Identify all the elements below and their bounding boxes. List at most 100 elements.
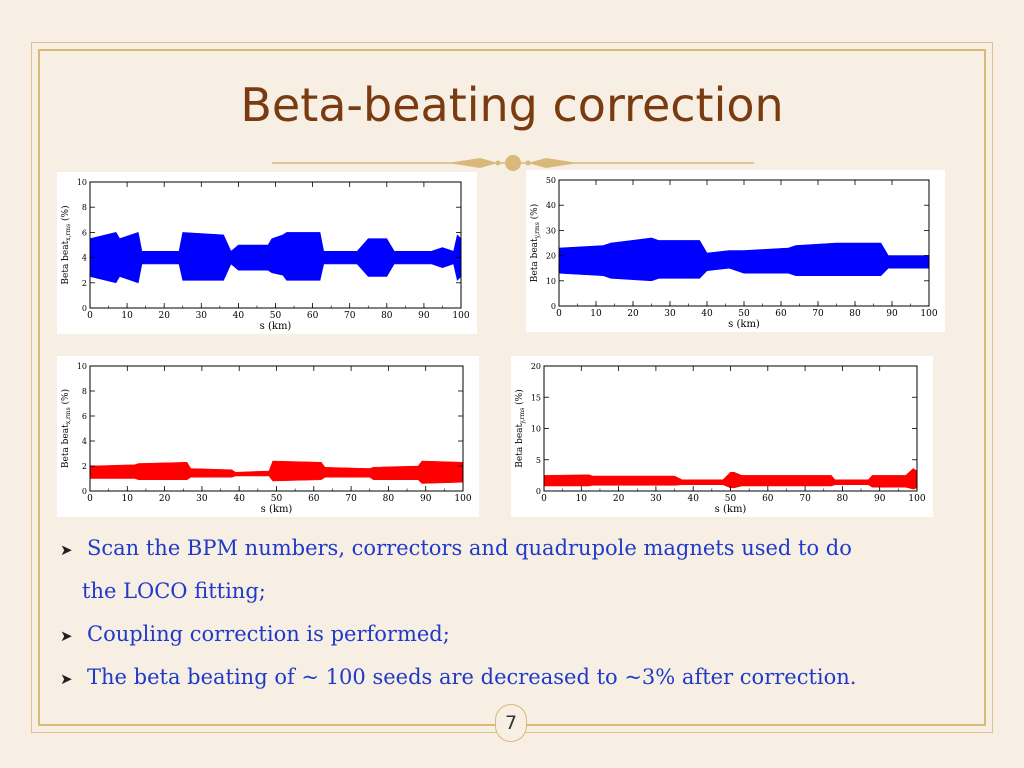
x-axis-label: s (km) xyxy=(715,504,747,515)
y-tick-label: 10 xyxy=(546,277,556,286)
y-tick-label: 40 xyxy=(546,201,556,210)
y-axis-label-main: Beta beat xyxy=(530,238,540,282)
y-tick-label: 50 xyxy=(546,176,556,185)
x-tick-label: 50 xyxy=(270,311,282,321)
y-axis-label-subscript: y,rms xyxy=(519,408,526,425)
bullet-text: the LOCO fitting; xyxy=(82,579,266,603)
y-axis-label: Beta beatx,rms (%) xyxy=(60,205,72,284)
x-tick-label: 20 xyxy=(159,494,171,504)
x-tick-label: 10 xyxy=(576,494,588,504)
x-tick-label: 10 xyxy=(122,494,134,504)
arrow-bullet-icon: ➤ xyxy=(60,541,73,559)
y-axis-label: Beta beaty,rms (%) xyxy=(529,204,541,282)
chart-y-after: 0 10 20 30 40 50 60 70 80 90 100 0 5 10 15 20 s (km) Beta… xyxy=(514,362,926,515)
x-tick-label: 50 xyxy=(271,494,283,504)
x-tick-label: 50 xyxy=(725,494,737,504)
x-tick-label: 40 xyxy=(701,309,713,319)
x-tick-label: 0 xyxy=(541,494,547,504)
y-tick-label: 10 xyxy=(77,178,87,187)
x-tick-label: 40 xyxy=(233,494,245,504)
y-tick-label: 0 xyxy=(82,304,87,313)
y-tick-label: 30 xyxy=(546,226,556,235)
x-tick-label: 0 xyxy=(87,494,93,504)
title-ornament-divider xyxy=(272,155,754,171)
chart-panel-x-after: 0 10 20 30 40 50 60 70 80 90 100 0 2 4 6 8 10 s (km) Beta … xyxy=(57,356,479,517)
chart-panel-y-after: 0 10 20 30 40 50 60 70 80 90 100 0 5 10 15 20 s (km) Beta… xyxy=(511,356,933,517)
x-tick-label: 90 xyxy=(874,494,886,504)
x-tick-label: 10 xyxy=(121,311,133,321)
y-tick-label: 6 xyxy=(82,228,87,237)
x-tick-label: 0 xyxy=(556,309,562,319)
x-tick-label: 90 xyxy=(886,309,898,319)
chart-x-before: 0 10 20 30 40 50 60 70 80 90 100 0 2 4 6 8 10 s (km) Beta … xyxy=(60,178,470,332)
arrow-bullet-icon: ➤ xyxy=(60,670,73,688)
x-axis-label: s (km) xyxy=(260,321,292,332)
y-axis-label: Beta beaty,rms (%) xyxy=(514,389,526,467)
y-axis-label-main: Beta beat xyxy=(61,424,71,468)
y-tick-label: 10 xyxy=(531,425,541,434)
chart-x-after: 0 10 20 30 40 50 60 70 80 90 100 0 2 4 6 8 10 s (km) Beta … xyxy=(60,362,472,515)
x-tick-label: 70 xyxy=(799,494,811,504)
x-tick-label: 80 xyxy=(849,309,861,319)
y-axis-label-subscript: y,rms xyxy=(534,222,541,239)
y-axis-label-unit: (%) xyxy=(60,205,71,223)
x-tick-label: 70 xyxy=(812,309,824,319)
x-tick-label: 100 xyxy=(454,494,471,504)
chart-panel-x-before: 0 10 20 30 40 50 60 70 80 90 100 0 2 4 6 8 10 s (km) Beta … xyxy=(57,172,477,334)
x-tick-label: 90 xyxy=(420,494,432,504)
y-tick-label: 2 xyxy=(82,462,87,471)
x-tick-label: 20 xyxy=(158,311,170,321)
bullet-text: The beta beating of ~ 100 seeds are decr… xyxy=(87,665,857,689)
x-tick-label: 90 xyxy=(418,311,430,321)
x-tick-label: 30 xyxy=(650,494,662,504)
data-series-band xyxy=(558,237,930,282)
x-tick-label: 100 xyxy=(920,309,937,319)
x-tick-label: 100 xyxy=(908,494,925,504)
bullet-text: Scan the BPM numbers, correctors and qua… xyxy=(87,536,852,560)
y-axis-label-main: Beta beat xyxy=(515,423,525,467)
y-tick-label: 0 xyxy=(536,487,541,496)
y-tick-label: 5 xyxy=(536,456,541,465)
arrow-bullet-icon: ➤ xyxy=(60,627,73,645)
data-series-band xyxy=(89,232,462,284)
x-tick-label: 20 xyxy=(613,494,625,504)
x-tick-label: 30 xyxy=(196,311,208,321)
page-number: 7 xyxy=(495,704,527,742)
x-tick-label: 60 xyxy=(762,494,774,504)
x-tick-label: 40 xyxy=(233,311,245,321)
y-tick-label: 8 xyxy=(82,203,87,212)
y-tick-label: 15 xyxy=(531,393,541,402)
y-axis-label-unit: (%) xyxy=(60,389,71,407)
data-series-band xyxy=(89,460,464,484)
y-tick-label: 8 xyxy=(82,387,87,396)
x-tick-label: 60 xyxy=(308,494,320,504)
x-tick-label: 80 xyxy=(383,494,395,504)
x-tick-label: 60 xyxy=(307,311,319,321)
x-axis-label: s (km) xyxy=(728,319,760,330)
y-tick-label: 4 xyxy=(82,254,87,263)
bullet-continuation: the LOCO fitting; xyxy=(82,579,266,603)
y-tick-label: 0 xyxy=(551,302,556,311)
x-axis-label: s (km) xyxy=(261,504,293,515)
x-tick-label: 30 xyxy=(196,494,208,504)
y-axis-label-main: Beta beat xyxy=(61,240,71,284)
x-tick-label: 40 xyxy=(687,494,699,504)
x-tick-label: 70 xyxy=(345,494,357,504)
y-tick-label: 6 xyxy=(82,412,87,421)
x-tick-label: 50 xyxy=(738,309,750,319)
y-tick-label: 20 xyxy=(546,252,556,261)
y-axis-label: Beta beatx,rms (%) xyxy=(60,389,72,468)
y-axis-label-subscript: x,rms xyxy=(65,224,72,241)
x-tick-label: 70 xyxy=(344,311,356,321)
y-axis-label-unit: (%) xyxy=(514,389,525,407)
x-tick-label: 0 xyxy=(87,311,93,321)
x-tick-label: 60 xyxy=(775,309,787,319)
x-tick-label: 80 xyxy=(837,494,849,504)
chart-panel-y-before: 0 10 20 30 40 50 60 70 80 90 100 0 10 20 30 40 50 s (km) B… xyxy=(526,170,945,332)
slide-title: Beta-beating correction xyxy=(240,78,784,132)
y-tick-label: 0 xyxy=(82,487,87,496)
y-tick-label: 20 xyxy=(531,362,541,371)
x-tick-label: 80 xyxy=(381,311,393,321)
y-tick-label: 10 xyxy=(77,362,87,371)
x-tick-label: 100 xyxy=(452,311,469,321)
